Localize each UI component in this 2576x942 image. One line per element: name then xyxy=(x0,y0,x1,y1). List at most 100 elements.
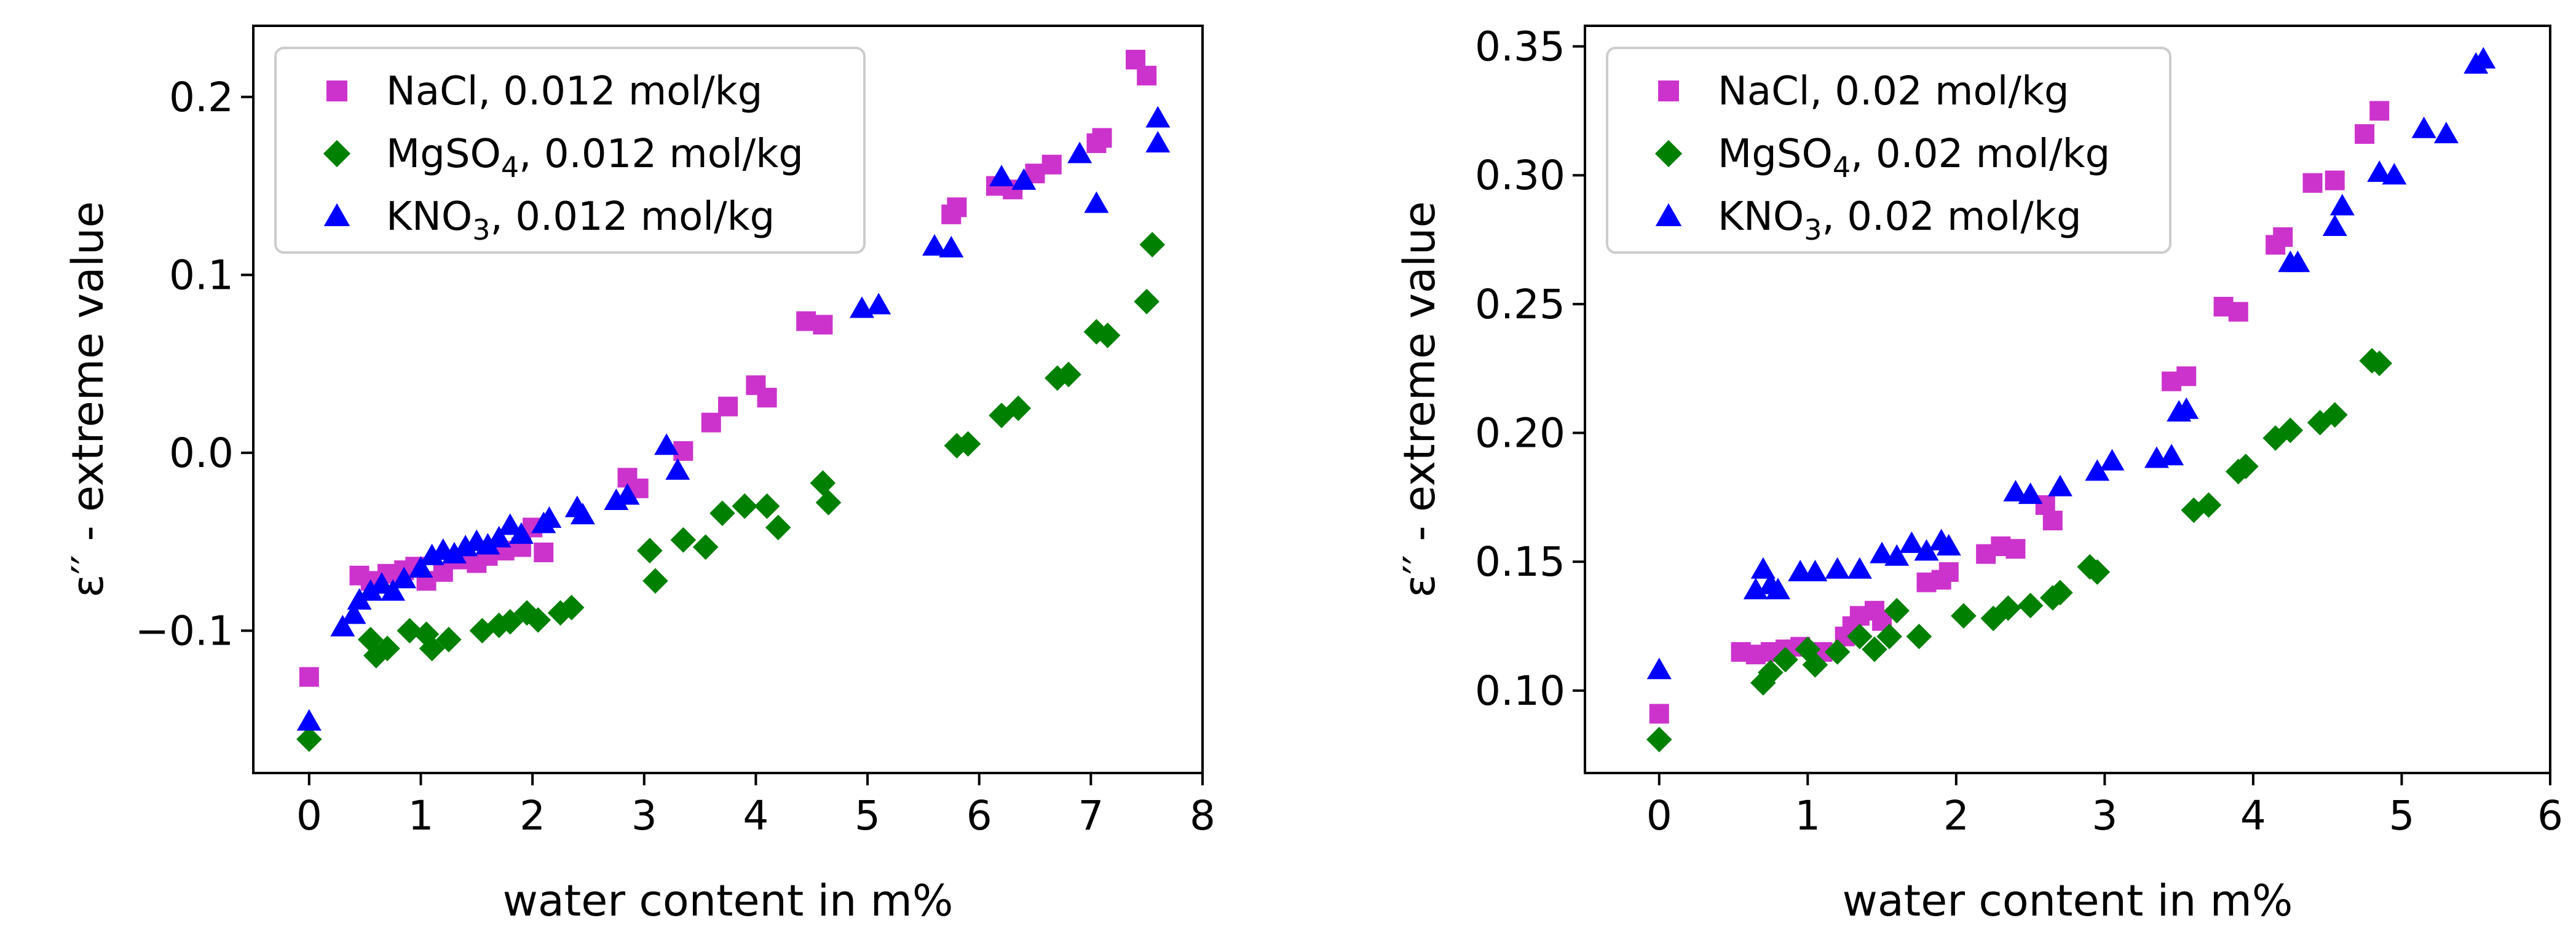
data-point xyxy=(1766,578,1790,600)
data-point xyxy=(1936,534,1961,556)
data-point xyxy=(497,513,523,535)
data-point xyxy=(637,538,663,563)
legend-marker xyxy=(1655,203,1682,226)
data-point xyxy=(1646,726,1672,753)
x-tick-label: 6 xyxy=(966,792,992,839)
data-point xyxy=(2233,453,2259,479)
data-point xyxy=(525,607,551,633)
data-point xyxy=(815,490,842,516)
data-point xyxy=(2273,227,2293,247)
data-point xyxy=(2433,122,2459,144)
data-point xyxy=(2277,417,2304,444)
right-scatter-plot: 0 1 2 3 4 5 6 0.10 0.15 0.20 0.25 0.30 0.35 water con… xyxy=(1394,23,2563,926)
data-point xyxy=(2382,163,2407,185)
data-point xyxy=(2003,479,2028,501)
data-point xyxy=(1056,361,1081,388)
data-point xyxy=(296,726,322,752)
y-tick-label: 0.10 xyxy=(1475,667,1565,715)
data-point xyxy=(754,493,780,519)
y-axis-title: ε′′ - extreme value xyxy=(1394,201,1445,597)
data-point xyxy=(2018,482,2043,504)
x-tick-label: 1 xyxy=(408,792,433,839)
data-point xyxy=(469,618,496,644)
data-point xyxy=(2321,402,2348,428)
data-point xyxy=(718,396,738,417)
data-point xyxy=(1824,639,1851,665)
data-point xyxy=(1084,191,1109,213)
data-point xyxy=(1795,636,1821,662)
data-point xyxy=(810,470,836,496)
legend-marker xyxy=(1654,139,1683,168)
data-point xyxy=(939,235,964,257)
data-point xyxy=(558,594,585,621)
data-point xyxy=(1646,657,1672,680)
data-point xyxy=(922,234,947,256)
x-tick-label: 3 xyxy=(2092,792,2117,839)
legend: NaCl, 0.02 mol/kg MgSO4, 0.02 mol/kg KNO3,… xyxy=(1606,47,2171,254)
data-point xyxy=(2367,160,2392,183)
data-point xyxy=(796,311,816,331)
legend-marker xyxy=(323,203,350,226)
data-point xyxy=(1914,539,1939,561)
data-point xyxy=(534,542,554,562)
data-point xyxy=(1938,562,1959,582)
left-scatter-plot: 0 1 2 3 4 5 6 7 8 −0.1 0.0 0.1 0.2 water content in m… xyxy=(63,25,1215,926)
data-point xyxy=(358,579,383,601)
legend-label: NaCl, 0.02 mol/kg xyxy=(1718,69,2069,114)
data-point xyxy=(2285,250,2310,272)
data-point xyxy=(1772,646,1798,673)
data-point xyxy=(2176,366,2197,387)
data-point xyxy=(2047,474,2072,497)
data-point xyxy=(436,627,462,653)
legend: NaCl, 0.012 mol/kg MgSO4, 0.012 mol/kg KNO… xyxy=(274,47,866,254)
data-point xyxy=(1139,232,1166,257)
data-point xyxy=(1876,623,1902,650)
data-point xyxy=(642,568,668,594)
data-point xyxy=(1862,636,1887,662)
data-point xyxy=(1083,319,1110,345)
data-point xyxy=(1884,544,1910,566)
data-point xyxy=(508,522,534,544)
data-point xyxy=(1041,154,1062,175)
plot-frame xyxy=(252,25,1204,774)
data-point xyxy=(2100,449,2125,471)
y-tick-label: 0.20 xyxy=(1475,410,1565,457)
data-point xyxy=(2085,459,2110,481)
x-axis-title: water content in m% xyxy=(503,876,954,926)
legend-box xyxy=(1606,47,2171,254)
data-point xyxy=(2471,47,2496,69)
data-point xyxy=(497,609,523,635)
data-point xyxy=(2228,302,2248,322)
data-point xyxy=(341,602,366,624)
y-tick-label: 0.25 xyxy=(1475,281,1565,328)
data-point xyxy=(374,635,400,662)
x-tick-label: 4 xyxy=(2240,792,2266,839)
legend-marker xyxy=(1658,80,1679,101)
data-point xyxy=(1802,652,1828,678)
data-point xyxy=(654,433,679,455)
data-point xyxy=(2195,492,2222,518)
data-point xyxy=(1803,559,1828,581)
y-axis-title: ε′′ - extreme value xyxy=(63,201,113,597)
y-tick-label: −0.1 xyxy=(135,607,234,654)
data-point xyxy=(955,431,981,457)
x-tick-label: 5 xyxy=(855,792,880,839)
y-tick-label: 0.2 xyxy=(169,74,234,121)
data-point xyxy=(665,458,690,480)
data-point xyxy=(866,292,891,315)
data-point xyxy=(2159,444,2184,466)
data-point xyxy=(989,402,1014,428)
data-point xyxy=(441,541,467,563)
data-point xyxy=(1092,128,1112,148)
x-tick-label: 2 xyxy=(1943,792,1969,839)
data-point xyxy=(397,618,423,644)
data-point xyxy=(1137,66,1157,86)
data-point xyxy=(363,643,389,669)
data-point xyxy=(2017,592,2044,619)
data-point xyxy=(1951,603,1977,629)
data-point xyxy=(1094,322,1121,348)
y-tick-label: 0.30 xyxy=(1475,152,1565,199)
x-tick-label: 3 xyxy=(631,792,657,839)
data-point xyxy=(330,614,355,637)
data-point xyxy=(673,441,693,461)
